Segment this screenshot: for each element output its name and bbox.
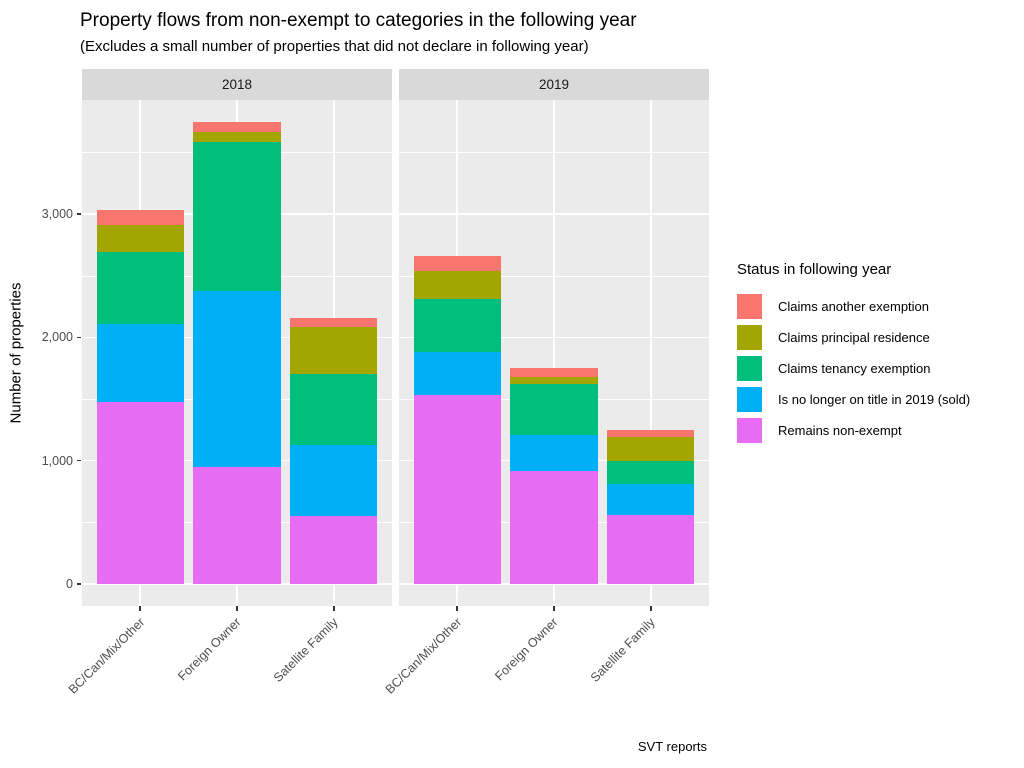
bar-segment bbox=[607, 436, 695, 461]
page-subtitle: (Excludes a small number of properties t… bbox=[80, 38, 589, 55]
bar-segment bbox=[290, 444, 378, 516]
legend-label: Remains non-exempt bbox=[778, 423, 902, 438]
bar-segment bbox=[510, 367, 598, 377]
bar-segment bbox=[510, 434, 598, 471]
legend-swatch bbox=[737, 325, 762, 350]
bar-segment bbox=[607, 429, 695, 437]
x-tick-label-text: Satellite Family bbox=[587, 615, 658, 685]
y-tick-label: 0 bbox=[66, 577, 73, 591]
bar-segment bbox=[96, 324, 184, 402]
facet-label: 2019 bbox=[538, 77, 570, 92]
x-tick-label-text: BC/Can/Mix/Other bbox=[65, 615, 148, 697]
x-axis-tick bbox=[333, 606, 335, 611]
legend-label: Claims tenancy exemption bbox=[778, 361, 931, 376]
y-tick-label: 1,000 bbox=[41, 453, 73, 468]
facet-label: 2018 bbox=[221, 77, 253, 92]
bar-segment bbox=[510, 376, 598, 384]
x-axis-tick bbox=[236, 606, 238, 611]
gridline-vertical bbox=[553, 100, 555, 606]
x-tick-label-text: Foreign Owner bbox=[175, 615, 244, 684]
bar-segment bbox=[413, 394, 501, 584]
bar-segment bbox=[413, 298, 501, 352]
bar-segment bbox=[510, 470, 598, 584]
bar-segment bbox=[193, 141, 281, 292]
y-tick-label: 2,000 bbox=[41, 330, 73, 345]
bar-segment bbox=[193, 291, 281, 468]
bar-segment bbox=[413, 270, 501, 299]
x-axis-tick bbox=[553, 606, 555, 611]
chart-panel-2019 bbox=[399, 100, 709, 606]
x-tick-label-text: Satellite Family bbox=[270, 615, 341, 685]
legend-swatch bbox=[737, 356, 762, 381]
bar-segment bbox=[96, 401, 184, 584]
bar-segment bbox=[96, 209, 184, 225]
x-tick-label-text: BC/Can/Mix/Other bbox=[382, 615, 465, 697]
bar-segment bbox=[290, 317, 378, 327]
x-axis-tick bbox=[650, 606, 652, 611]
bar-segment bbox=[96, 251, 184, 325]
x-axis-tick bbox=[456, 606, 458, 611]
legend-label: Claims principal residence bbox=[778, 330, 930, 345]
bar-segment bbox=[193, 467, 281, 584]
bar-segment bbox=[290, 373, 378, 445]
y-axis-tick bbox=[76, 459, 81, 462]
chart-panel-2018 bbox=[82, 100, 392, 606]
facet-strip-2018: 2018 bbox=[82, 69, 392, 100]
bar-segment bbox=[193, 122, 281, 133]
x-axis-tick bbox=[139, 606, 141, 611]
bar-segment bbox=[193, 132, 281, 142]
legend-swatch bbox=[737, 294, 762, 319]
x-tick-label-text: Foreign Owner bbox=[492, 615, 561, 684]
bar-segment bbox=[413, 256, 501, 271]
caption: SVT reports bbox=[637, 739, 707, 754]
page-title: Property flows from non-exempt to catego… bbox=[80, 10, 637, 31]
bar-segment bbox=[290, 515, 378, 584]
legend-swatch bbox=[737, 387, 762, 412]
y-tick-label: 3,000 bbox=[41, 207, 73, 222]
legend-label: Is no longer on title in 2019 (sold) bbox=[778, 392, 971, 407]
bar-segment bbox=[510, 383, 598, 435]
legend-swatch bbox=[737, 418, 762, 443]
bar-segment bbox=[607, 484, 695, 515]
bar-segment bbox=[96, 224, 184, 252]
bar-segment bbox=[607, 460, 695, 485]
legend-label: Claims another exemption bbox=[778, 299, 930, 314]
bar-segment bbox=[290, 326, 378, 374]
gridline-vertical bbox=[650, 100, 652, 606]
bar-segment bbox=[607, 514, 695, 584]
y-axis-tick bbox=[76, 336, 81, 339]
y-axis-tick bbox=[76, 583, 81, 585]
legend-title: Status in following year bbox=[737, 261, 892, 278]
facet-strip-2019: 2019 bbox=[399, 69, 709, 100]
bar-segment bbox=[413, 351, 501, 395]
y-axis-tick bbox=[76, 213, 81, 215]
